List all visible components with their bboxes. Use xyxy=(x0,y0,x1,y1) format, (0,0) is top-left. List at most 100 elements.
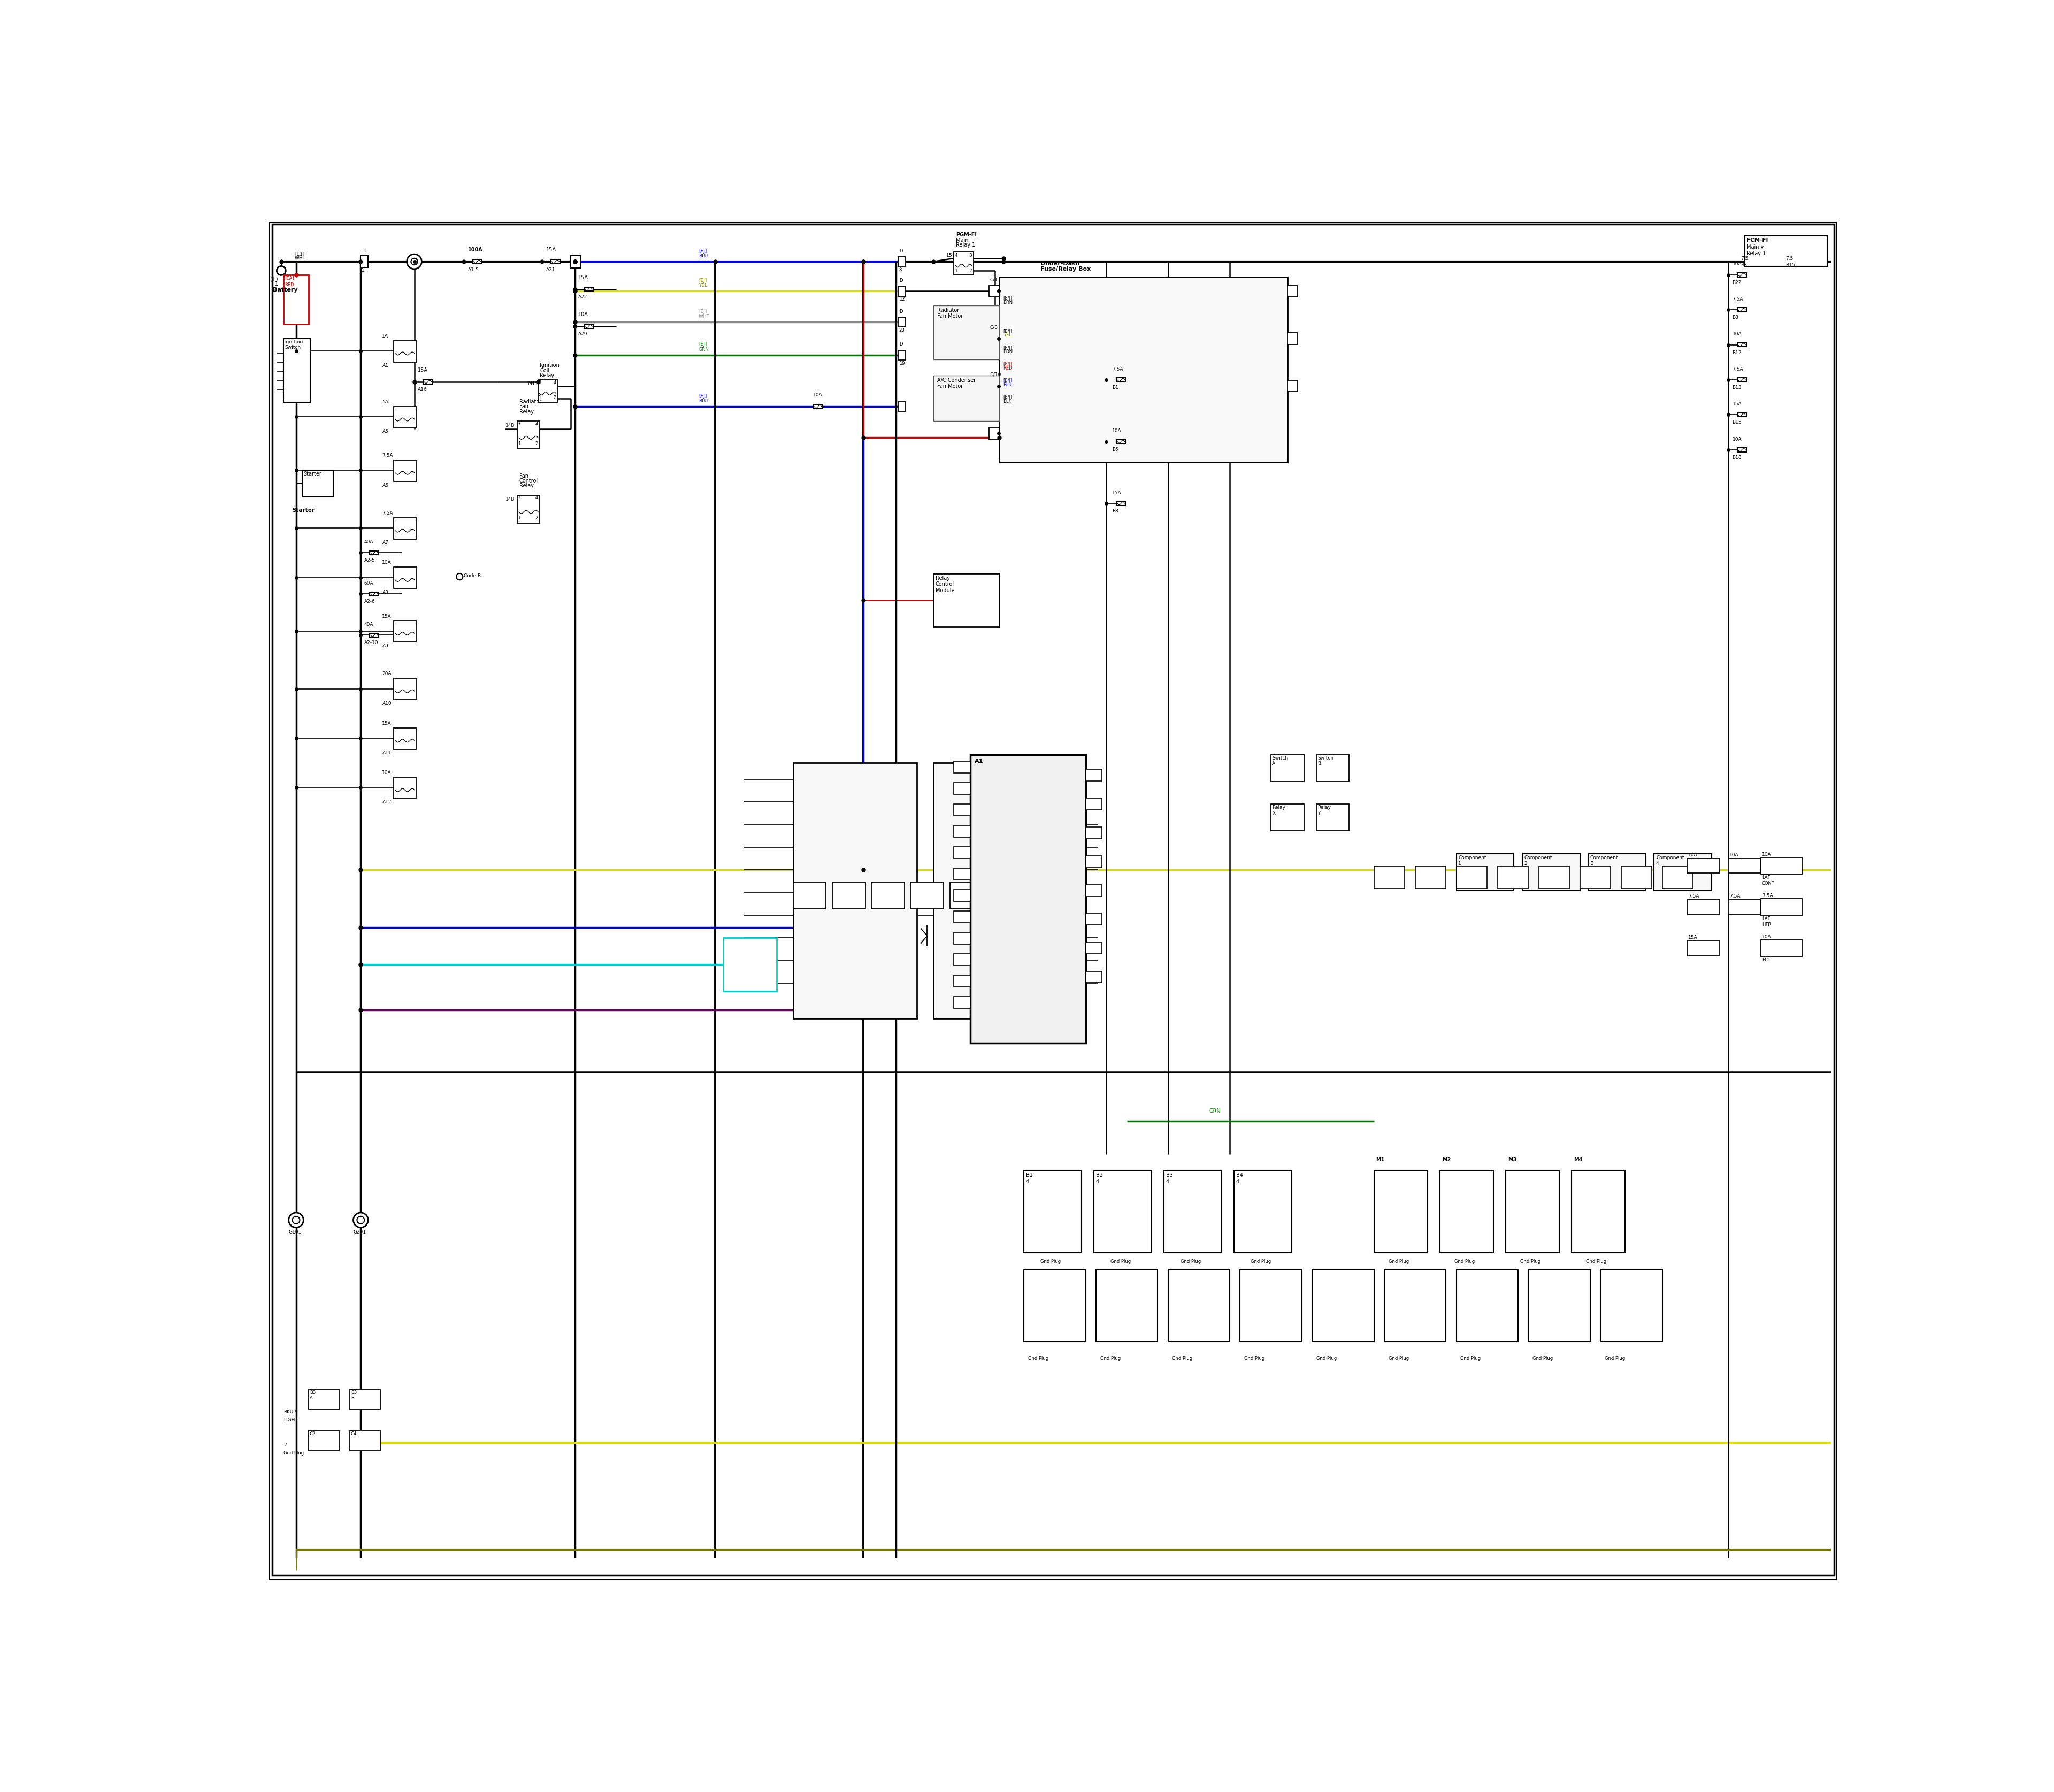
Text: Relay: Relay xyxy=(520,409,534,414)
Circle shape xyxy=(353,1213,368,1228)
Text: B8: B8 xyxy=(1732,315,1738,321)
Text: 28: 28 xyxy=(900,328,904,333)
Text: 10A: 10A xyxy=(579,312,587,317)
Circle shape xyxy=(411,258,417,265)
Text: Ignition: Ignition xyxy=(540,364,559,369)
Bar xyxy=(538,380,557,403)
Text: 1A: 1A xyxy=(382,333,388,339)
Text: Fan: Fan xyxy=(520,473,528,478)
Text: Radiator: Radiator xyxy=(520,400,542,405)
Text: 15A: 15A xyxy=(1111,491,1121,495)
Bar xyxy=(988,380,998,392)
Bar xyxy=(953,762,969,772)
Text: Relay
X: Relay X xyxy=(1271,805,1286,815)
Text: Gnd Plug: Gnd Plug xyxy=(1181,1260,1202,1263)
Bar xyxy=(1288,285,1298,297)
Bar xyxy=(283,274,308,324)
Bar xyxy=(1271,754,1304,781)
Text: B2
4: B2 4 xyxy=(1097,1172,1103,1185)
Text: 7.5: 7.5 xyxy=(1785,256,1793,262)
Text: Module: Module xyxy=(935,588,955,593)
Bar xyxy=(1234,1170,1292,1253)
Text: Gnd Plug: Gnd Plug xyxy=(1173,1357,1193,1360)
Text: G201: G201 xyxy=(353,1229,366,1235)
Bar xyxy=(1738,272,1746,276)
Text: Relay: Relay xyxy=(935,575,949,581)
Bar xyxy=(394,778,417,799)
Bar xyxy=(1662,866,1692,889)
Text: 10A: 10A xyxy=(813,392,822,398)
Text: C/17: C/17 xyxy=(990,278,1000,281)
Bar xyxy=(953,953,969,966)
Bar xyxy=(988,428,998,439)
Text: D: D xyxy=(900,308,902,314)
Text: B13: B13 xyxy=(1732,385,1742,391)
Text: Gnd Plug: Gnd Plug xyxy=(1604,1357,1625,1360)
Text: Radiator: Radiator xyxy=(937,308,959,314)
Bar xyxy=(1169,1269,1230,1342)
Text: A29: A29 xyxy=(579,332,587,337)
Text: Component
4: Component 4 xyxy=(1656,855,1684,866)
Text: M1: M1 xyxy=(1376,1158,1384,1163)
Bar xyxy=(793,882,826,909)
Text: A1: A1 xyxy=(382,364,388,367)
Text: [E/J]: [E/J] xyxy=(1002,378,1013,383)
Text: RED: RED xyxy=(286,281,294,287)
Text: 3: 3 xyxy=(518,496,520,500)
Bar xyxy=(394,340,417,362)
Text: Starter: Starter xyxy=(304,471,322,477)
Text: 10A: 10A xyxy=(1111,428,1121,434)
Bar xyxy=(1374,1170,1428,1253)
Text: WHT: WHT xyxy=(698,314,711,319)
Bar xyxy=(1738,378,1746,382)
Bar xyxy=(953,805,969,815)
Text: Battery: Battery xyxy=(273,287,298,292)
Bar xyxy=(898,317,906,328)
Bar xyxy=(1621,866,1651,889)
Text: Gnd Plug: Gnd Plug xyxy=(1317,1357,1337,1360)
Text: D: D xyxy=(900,342,902,348)
Text: Ignition: Ignition xyxy=(286,339,302,344)
Bar xyxy=(1600,1269,1662,1342)
Text: Relay 1: Relay 1 xyxy=(955,242,976,247)
Bar xyxy=(308,1389,339,1410)
Text: 15A: 15A xyxy=(1732,401,1742,407)
Bar xyxy=(1241,1269,1302,1342)
Text: BLU: BLU xyxy=(698,253,709,258)
Text: 12: 12 xyxy=(900,297,904,301)
Text: B4
4: B4 4 xyxy=(1237,1172,1243,1185)
Bar xyxy=(1538,866,1569,889)
Text: BLU: BLU xyxy=(1002,382,1013,387)
Text: Gnd Plug: Gnd Plug xyxy=(1027,1357,1048,1360)
Bar xyxy=(949,882,982,909)
Bar xyxy=(953,869,969,880)
Text: Gnd Plug: Gnd Plug xyxy=(1454,1260,1475,1263)
Bar xyxy=(832,882,865,909)
Text: 15A: 15A xyxy=(546,247,557,253)
Bar xyxy=(518,495,540,523)
Bar xyxy=(394,620,417,642)
Text: 10A: 10A xyxy=(382,561,392,564)
Text: B3
4: B3 4 xyxy=(1167,1172,1173,1185)
Text: 7.5: 7.5 xyxy=(1740,256,1748,262)
Bar xyxy=(1087,914,1103,925)
Text: Gnd Plug: Gnd Plug xyxy=(1245,1357,1265,1360)
Text: Component
3: Component 3 xyxy=(1590,855,1619,866)
Text: [E/J]: [E/J] xyxy=(1002,330,1013,333)
Text: Control: Control xyxy=(935,582,953,588)
Text: YEL: YEL xyxy=(1002,333,1011,337)
Text: 7.5A: 7.5A xyxy=(1732,297,1744,301)
Bar xyxy=(1580,866,1610,889)
Bar xyxy=(933,763,1048,1018)
Bar xyxy=(953,783,969,794)
Text: 7.5A: 7.5A xyxy=(1111,367,1124,371)
Text: 19: 19 xyxy=(900,360,904,366)
Text: Relay
Y: Relay Y xyxy=(1317,805,1331,815)
Text: B15: B15 xyxy=(1732,419,1742,425)
Text: 10A: 10A xyxy=(382,771,392,776)
Text: 7.5A: 7.5A xyxy=(1762,892,1773,898)
Bar xyxy=(1415,866,1446,889)
Text: BLK: BLK xyxy=(1002,400,1013,403)
Text: A2-6: A2-6 xyxy=(364,599,376,604)
Text: 15A: 15A xyxy=(579,274,587,280)
